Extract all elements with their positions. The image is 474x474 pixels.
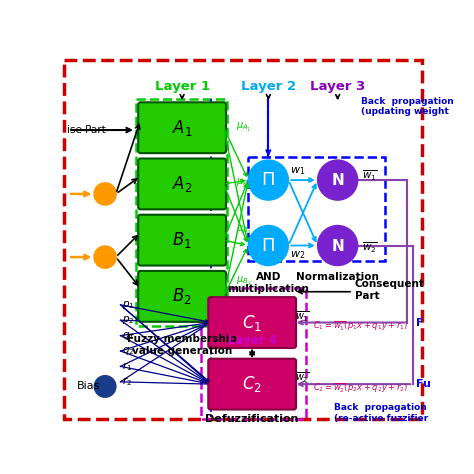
Text: Back  propagation
(updating weight: Back propagation (updating weight	[361, 97, 454, 116]
Text: $\overline{w_2}$: $\overline{w_2}$	[295, 371, 310, 385]
Text: Layer 2: Layer 2	[241, 80, 296, 92]
Text: $\mathit{B}_{2}$: $\mathit{B}_{2}$	[172, 286, 192, 306]
Text: $\mu_{B_2}$: $\mu_{B_2}$	[236, 275, 252, 288]
Text: N: N	[331, 173, 344, 188]
Text: $\mu_{A_1}$: $\mu_{A_1}$	[236, 121, 252, 134]
Text: Back  propagation
(re-active fuzzifier: Back propagation (re-active fuzzifier	[334, 403, 428, 423]
Text: $\mathit{A}_{2}$: $\mathit{A}_{2}$	[172, 174, 192, 194]
Text: F: F	[416, 318, 424, 328]
Text: $r_2$: $r_2$	[122, 375, 132, 388]
Text: $\overline{w_1}$: $\overline{w_1}$	[295, 309, 310, 324]
Bar	[136, 99, 227, 327]
Circle shape	[94, 246, 116, 268]
Text: $\Pi$: $\Pi$	[262, 171, 275, 189]
FancyBboxPatch shape	[208, 297, 296, 348]
Text: Part: Part	[355, 291, 379, 301]
Circle shape	[94, 376, 116, 397]
Text: N: N	[331, 239, 344, 254]
Text: $\overline{w_2}$: $\overline{w_2}$	[362, 241, 378, 255]
Text: $C_2=\overline{w_2}(p_2x+q_2y+r_2)$: $C_2=\overline{w_2}(p_2x+q_2y+r_2)$	[313, 382, 408, 394]
Text: $p_1$: $p_1$	[122, 299, 135, 311]
Text: $C_1=\overline{w_1}(p_1x+q_1y+r_1)$: $C_1=\overline{w_1}(p_1x+q_1y+r_1)$	[313, 320, 408, 333]
Text: $\mu_{A_2}$: $\mu_{A_2}$	[236, 177, 252, 191]
FancyBboxPatch shape	[138, 215, 226, 265]
FancyBboxPatch shape	[208, 359, 296, 410]
Circle shape	[94, 183, 116, 205]
Circle shape	[318, 160, 358, 200]
Text: Bias: Bias	[77, 382, 101, 392]
Circle shape	[248, 226, 288, 265]
Circle shape	[96, 340, 114, 359]
Circle shape	[318, 226, 358, 265]
Text: Normalization: Normalization	[296, 273, 379, 283]
Text: $\mathit{C}_{2}$: $\mathit{C}_{2}$	[242, 374, 262, 394]
Text: ise Part: ise Part	[66, 125, 105, 135]
Text: AND
multiplication: AND multiplication	[228, 273, 309, 294]
Text: $q_1$: $q_1$	[122, 329, 135, 342]
Text: Defuzzification: Defuzzification	[205, 414, 299, 424]
Text: Layer 4: Layer 4	[228, 334, 277, 347]
Text: Layer 3: Layer 3	[310, 80, 365, 92]
Text: Fu: Fu	[416, 379, 431, 389]
FancyBboxPatch shape	[138, 158, 226, 210]
Text: $\mathit{C}_{1}$: $\mathit{C}_{1}$	[242, 312, 262, 333]
Text: $r_1$: $r_1$	[122, 360, 132, 373]
FancyBboxPatch shape	[138, 271, 226, 322]
Text: Consequent: Consequent	[355, 279, 424, 289]
Text: $w_1$: $w_1$	[290, 165, 305, 177]
Bar	[248, 157, 385, 261]
Text: $q_2$: $q_2$	[122, 345, 135, 357]
Bar	[201, 288, 306, 419]
Text: $\mu_{B_1}$: $\mu_{B_1}$	[236, 224, 252, 237]
Text: $\overline{w_1}$: $\overline{w_1}$	[362, 169, 378, 183]
Text: Fuzzy membership
value generation: Fuzzy membership value generation	[127, 334, 237, 356]
Text: $w_2$: $w_2$	[290, 250, 305, 262]
Text: $\mathit{B}_{1}$: $\mathit{B}_{1}$	[172, 230, 192, 250]
Text: $\Pi$: $\Pi$	[262, 237, 275, 255]
Text: $\mathit{A}_{1}$: $\mathit{A}_{1}$	[172, 118, 192, 138]
FancyBboxPatch shape	[138, 102, 226, 153]
Circle shape	[96, 308, 114, 327]
Circle shape	[248, 160, 288, 200]
Text: Layer 1: Layer 1	[155, 80, 210, 92]
Text: $p_2$: $p_2$	[122, 314, 135, 326]
